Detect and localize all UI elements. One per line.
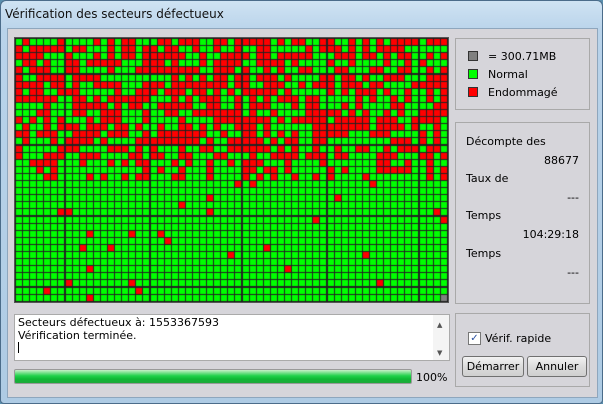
stat-label: Décompte des [466,135,546,148]
stat-value: 88677 [544,154,579,167]
stat-value: 104:29:18 [522,228,579,241]
checkmark-icon: ✓ [468,332,481,345]
quick-check-checkbox[interactable]: ✓ Vérif. rapide [468,332,551,345]
options-panel: ✓ Vérif. rapide Démarrer Annuler [455,313,590,387]
log-line: Vérification terminée. [18,329,137,342]
start-button[interactable]: Démarrer [462,356,524,377]
cancel-button[interactable]: Annuler [527,356,587,377]
legend-panel: = 300.71MB Normal Endommagé [455,38,590,110]
stat-value: --- [567,266,579,279]
legend-damaged-label: Endommagé [488,85,558,99]
legend-damaged: Endommagé [468,85,558,99]
dialog-body: = 300.71MB Normal Endommagé Décompte des… [7,28,598,398]
stat-value: --- [567,191,579,204]
red-square-icon [468,87,478,97]
progress-bar [14,369,412,384]
legend-normal-label: Normal [488,67,528,81]
text-caret [18,342,19,353]
sector-map [14,37,449,303]
legend-normal: Normal [468,67,528,81]
log-textarea[interactable]: Secteurs défectueux à: 1553367593 Vérifi… [14,314,450,361]
stat-label: Temps [466,247,502,260]
gray-square-icon [468,51,478,61]
green-square-icon [468,69,478,79]
quick-check-label: Vérif. rapide [485,332,552,345]
window-title: Vérification des secteurs défectueux [5,7,224,21]
progress-percent: 100% [416,371,448,384]
legend-unit-label: = 300.71MB [488,49,557,63]
stat-label: Taux de [466,172,509,185]
log-scrollbar[interactable]: ▲ ▼ [433,315,449,360]
legend-unit: = 300.71MB [468,49,556,63]
stats-panel: Décompte des 88677 Taux de --- Temps 104… [455,122,590,304]
scroll-down-icon[interactable]: ▼ [437,349,443,357]
stat-label: Temps [466,209,502,222]
scroll-up-icon[interactable]: ▲ [437,321,443,329]
log-line: Secteurs défectueux à: 1553367593 [18,316,219,329]
